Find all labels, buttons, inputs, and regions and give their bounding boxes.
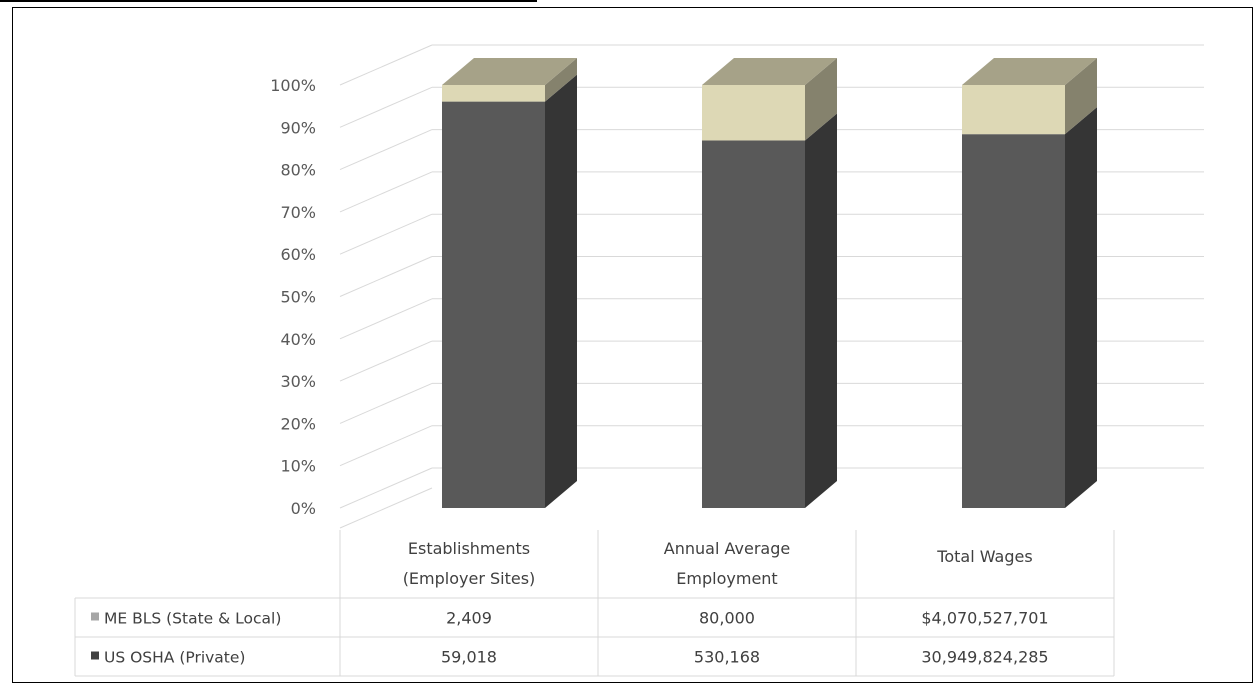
bar-top-face: [442, 58, 577, 85]
bar-me-bls-state-local: [962, 85, 1065, 135]
gridline-side: [339, 44, 433, 86]
legend-key: [91, 651, 99, 660]
gridline-side: [339, 382, 433, 424]
category-label: Establishments: [408, 539, 530, 558]
bar-me-bls-state-local: [702, 85, 805, 141]
table-cell: 80,000: [699, 609, 755, 628]
table-cell: 30,949,824,285: [921, 648, 1048, 667]
gridline-side: [339, 86, 433, 128]
bar-us-osha-private: [962, 134, 1065, 509]
gridline-side: [339, 340, 433, 382]
y-tick-label: 0%: [291, 499, 316, 518]
series-label: ME BLS (State & Local): [104, 610, 281, 628]
category-label: Annual Average: [664, 539, 790, 558]
series-label: US OSHA (Private): [104, 649, 245, 667]
table-cell: 59,018: [441, 648, 497, 667]
bar-us-osha-private-side: [545, 74, 577, 508]
table-cell: 2,409: [446, 609, 492, 628]
y-tick-label: 70%: [280, 203, 316, 222]
y-tick-label: 60%: [280, 245, 316, 264]
category-label: Employment: [676, 569, 777, 588]
table-cell: $4,070,527,701: [921, 609, 1048, 628]
gridline-side: [339, 298, 433, 340]
legend-key: [91, 612, 99, 621]
bar-us-osha-private-side: [1065, 107, 1097, 508]
bar-me-bls-state-local-side: [805, 58, 837, 141]
gridline-side: [339, 467, 433, 509]
y-tick-label: 50%: [280, 288, 316, 307]
y-tick-label: 90%: [280, 118, 316, 137]
y-tick-label: 40%: [280, 330, 316, 349]
bar-top-face: [962, 58, 1097, 85]
bars: [442, 58, 1097, 509]
bar-us-osha-private-side: [805, 113, 837, 508]
y-axis-ticks: 0% 10% 20% 30% 40% 50% 60% 70% 80% 90% 100%: [270, 76, 316, 518]
gridline-side: [339, 213, 433, 255]
y-tick-label: 20%: [280, 414, 316, 433]
y-tick-label: 30%: [280, 372, 316, 391]
bar-me-bls-state-local-side: [545, 58, 577, 102]
gridline-side: [339, 171, 433, 213]
bar-us-osha-private: [702, 140, 805, 508]
y-tick-label: 10%: [280, 457, 316, 476]
gridline-side: [339, 256, 433, 297]
y-tick-label: 100%: [270, 76, 316, 95]
bar-me-bls-state-local-side: [1065, 58, 1097, 135]
bar-me-bls-state-local: [442, 85, 545, 102]
table-cell: 530,168: [694, 648, 760, 667]
data-table: Establishments (Employer Sites) Annual Ave…: [74, 530, 1115, 677]
gridline-side: [339, 425, 433, 467]
bar-us-osha-private: [442, 101, 545, 508]
top-rule: [0, 0, 537, 2]
bar-top-face: [702, 58, 837, 85]
gridline-side: [339, 129, 433, 171]
category-label: Total Wages: [936, 547, 1032, 566]
category-label: (Employer Sites): [403, 569, 536, 588]
floor-edge: [339, 487, 433, 529]
y-tick-label: 80%: [280, 161, 316, 180]
